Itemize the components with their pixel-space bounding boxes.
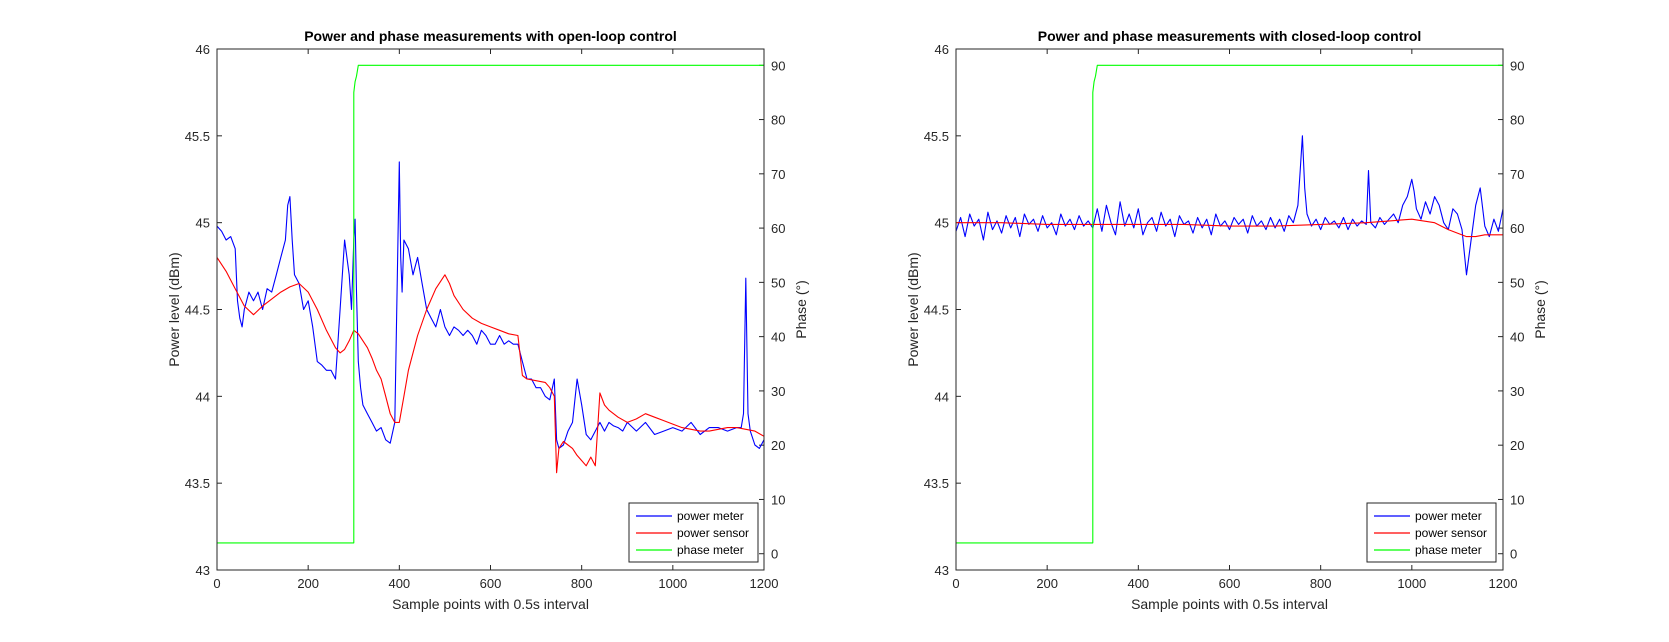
series-layer xyxy=(955,64,1504,544)
y-axis-label: Power level (dBm) xyxy=(905,252,921,366)
y2-tick-label: 60 xyxy=(771,221,785,236)
x-tick-label: 1200 xyxy=(1489,576,1518,591)
y-tick-label: 45.5 xyxy=(185,129,210,144)
y-tick-label: 44.5 xyxy=(185,303,210,318)
y2-tick-label: 50 xyxy=(771,275,785,290)
x-tick-label: 400 xyxy=(388,576,410,591)
series-line-power-sensor xyxy=(956,218,1503,238)
y2-tick-label: 20 xyxy=(1510,438,1524,453)
legend-label-phase-meter: phase meter xyxy=(1415,543,1482,557)
series-line-phase-meter xyxy=(217,64,764,544)
y-tick-label: 43.5 xyxy=(185,476,210,491)
y-tick-label: 45 xyxy=(935,216,949,231)
y2-axis-label: Phase (°) xyxy=(1532,280,1548,339)
legend-label-power-meter: power meter xyxy=(1415,509,1482,523)
plot-frame xyxy=(955,48,1504,571)
y-tick-label: 45 xyxy=(196,216,210,231)
y2-tick-label: 0 xyxy=(771,547,778,562)
x-tick-label: 1000 xyxy=(658,576,687,591)
y-tick-label: 44.5 xyxy=(924,303,949,318)
y2-tick-label: 0 xyxy=(1510,547,1517,562)
y2-tick-label: 70 xyxy=(1510,167,1524,182)
x-tick-label: 600 xyxy=(1219,576,1241,591)
x-axis-label: Sample points with 0.5s interval xyxy=(1131,596,1328,612)
y-tick-label: 43 xyxy=(935,563,949,578)
y2-tick-label: 20 xyxy=(771,438,785,453)
chart-title: Power and phase measurements with closed… xyxy=(1038,28,1422,44)
y2-tick-label: 90 xyxy=(1510,58,1524,73)
y-tick-label: 46 xyxy=(196,42,210,57)
plot-area xyxy=(956,49,1503,570)
y2-tick-label: 90 xyxy=(771,58,785,73)
x-tick-label: 0 xyxy=(213,576,220,591)
y-tick-label: 44 xyxy=(196,389,210,404)
y2-tick-label: 70 xyxy=(771,167,785,182)
x-axis-label: Sample points with 0.5s interval xyxy=(392,596,589,612)
plot-area xyxy=(217,49,764,570)
chart-closed-loop: Power and phase measurements with closed… xyxy=(905,28,1548,612)
y-tick-label: 44 xyxy=(935,389,949,404)
y2-tick-label: 40 xyxy=(771,330,785,345)
y-ticks: 43 43.5 44 44.5 45 45.5 46 xyxy=(185,42,222,578)
x-ticks: 0 200 400 600 800 1000 1200 xyxy=(952,49,1517,591)
chart-open-loop: Power and phase measurements with open-l… xyxy=(166,28,809,612)
y-tick-label: 46 xyxy=(935,42,949,57)
x-tick-label: 0 xyxy=(952,576,959,591)
y2-tick-label: 30 xyxy=(771,384,785,399)
y2-axis-label: Phase (°) xyxy=(793,280,809,339)
x-tick-label: 1000 xyxy=(1397,576,1426,591)
series-line-power-sensor xyxy=(216,257,765,474)
y2-tick-label: 10 xyxy=(1510,492,1524,507)
y2-tick-label: 40 xyxy=(1510,330,1524,345)
y-axis-label: Power level (dBm) xyxy=(166,252,182,366)
x-tick-label: 1200 xyxy=(750,576,779,591)
y2-tick-label: 80 xyxy=(1510,113,1524,128)
y2-ticks: 0 10 20 30 40 50 60 70 80 90 xyxy=(759,58,785,562)
plot-frame xyxy=(216,48,765,571)
x-tick-label: 600 xyxy=(480,576,502,591)
legend-label-power-sensor: power sensor xyxy=(677,526,749,540)
series-line-phase-meter xyxy=(956,64,1503,544)
x-tick-label: 200 xyxy=(297,576,319,591)
y2-tick-label: 30 xyxy=(1510,384,1524,399)
legend: power meter power sensor phase meter xyxy=(1366,502,1497,563)
series-line-power-meter xyxy=(216,161,765,449)
series-layer xyxy=(216,64,765,544)
x-tick-label: 800 xyxy=(571,576,593,591)
legend: power meter power sensor phase meter xyxy=(628,502,759,563)
legend-label-power-meter: power meter xyxy=(677,509,744,523)
y-tick-label: 43 xyxy=(196,563,210,578)
legend-label-phase-meter: phase meter xyxy=(677,543,744,557)
y2-tick-label: 80 xyxy=(771,113,785,128)
y2-tick-label: 50 xyxy=(1510,275,1524,290)
y2-tick-label: 10 xyxy=(771,492,785,507)
chart-title: Power and phase measurements with open-l… xyxy=(304,28,677,44)
x-tick-label: 200 xyxy=(1036,576,1058,591)
y-tick-label: 43.5 xyxy=(924,476,949,491)
x-ticks: 0 200 400 600 800 1000 1200 xyxy=(213,49,778,591)
legend-label-power-sensor: power sensor xyxy=(1415,526,1487,540)
y-tick-label: 45.5 xyxy=(924,129,949,144)
x-tick-label: 800 xyxy=(1310,576,1332,591)
y2-tick-label: 60 xyxy=(1510,221,1524,236)
y-ticks: 43 43.5 44 44.5 45 45.5 46 xyxy=(924,42,961,578)
x-tick-label: 400 xyxy=(1127,576,1149,591)
